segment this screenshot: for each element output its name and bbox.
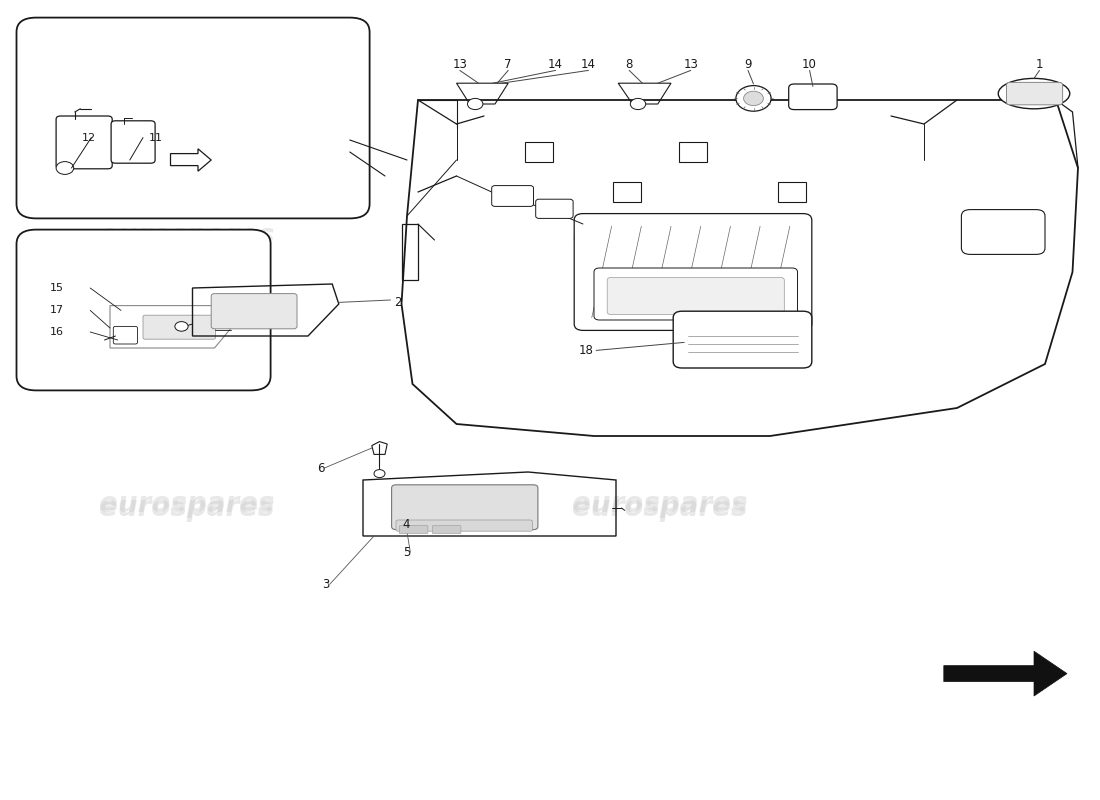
Circle shape bbox=[175, 322, 188, 331]
FancyBboxPatch shape bbox=[16, 18, 370, 218]
Bar bbox=[525, 142, 553, 162]
Text: 5: 5 bbox=[403, 546, 410, 558]
Text: 14: 14 bbox=[548, 58, 563, 70]
Text: 2: 2 bbox=[394, 296, 402, 309]
Text: 11: 11 bbox=[148, 133, 163, 142]
Polygon shape bbox=[944, 651, 1067, 696]
FancyBboxPatch shape bbox=[594, 268, 798, 320]
Text: 1: 1 bbox=[1036, 58, 1043, 70]
Text: 3: 3 bbox=[322, 578, 330, 590]
FancyBboxPatch shape bbox=[789, 84, 837, 110]
FancyBboxPatch shape bbox=[396, 520, 532, 531]
Text: eurospares: eurospares bbox=[572, 490, 748, 518]
Bar bbox=[679, 142, 707, 162]
Text: eurospares: eurospares bbox=[99, 490, 275, 518]
Text: 17: 17 bbox=[50, 306, 64, 315]
Circle shape bbox=[468, 98, 483, 110]
FancyBboxPatch shape bbox=[574, 214, 812, 330]
Circle shape bbox=[374, 470, 385, 478]
FancyBboxPatch shape bbox=[607, 278, 784, 314]
FancyBboxPatch shape bbox=[536, 199, 573, 218]
Text: eurospares: eurospares bbox=[99, 222, 275, 250]
Text: 10: 10 bbox=[802, 58, 817, 70]
FancyBboxPatch shape bbox=[961, 210, 1045, 254]
FancyBboxPatch shape bbox=[432, 526, 461, 534]
Bar bbox=[613, 182, 641, 202]
Text: 16: 16 bbox=[50, 327, 64, 337]
Polygon shape bbox=[214, 84, 346, 138]
Text: 7: 7 bbox=[505, 58, 512, 70]
Bar bbox=[778, 182, 806, 202]
Text: 14: 14 bbox=[581, 58, 596, 70]
Text: 15: 15 bbox=[50, 283, 64, 293]
Text: 12: 12 bbox=[81, 133, 96, 142]
FancyBboxPatch shape bbox=[111, 121, 155, 163]
Ellipse shape bbox=[999, 78, 1069, 109]
Text: 8: 8 bbox=[626, 58, 632, 70]
FancyBboxPatch shape bbox=[673, 311, 812, 368]
Text: 18: 18 bbox=[579, 344, 594, 357]
Circle shape bbox=[744, 91, 763, 106]
FancyBboxPatch shape bbox=[392, 485, 538, 530]
FancyBboxPatch shape bbox=[1006, 82, 1063, 105]
FancyBboxPatch shape bbox=[56, 116, 112, 169]
Text: 6: 6 bbox=[317, 462, 324, 474]
Text: eurospares: eurospares bbox=[99, 494, 275, 522]
FancyBboxPatch shape bbox=[492, 186, 534, 206]
FancyBboxPatch shape bbox=[399, 526, 428, 534]
FancyBboxPatch shape bbox=[113, 326, 138, 344]
Text: 13: 13 bbox=[683, 58, 698, 70]
Circle shape bbox=[630, 98, 646, 110]
Circle shape bbox=[736, 86, 771, 111]
Text: eurospares: eurospares bbox=[572, 222, 748, 250]
Text: 13: 13 bbox=[452, 58, 468, 70]
FancyBboxPatch shape bbox=[211, 294, 297, 329]
FancyBboxPatch shape bbox=[16, 230, 271, 390]
FancyBboxPatch shape bbox=[143, 315, 216, 339]
Text: 4: 4 bbox=[403, 518, 410, 530]
Text: eurospares: eurospares bbox=[572, 494, 748, 522]
Circle shape bbox=[56, 162, 74, 174]
Text: 9: 9 bbox=[745, 58, 751, 70]
